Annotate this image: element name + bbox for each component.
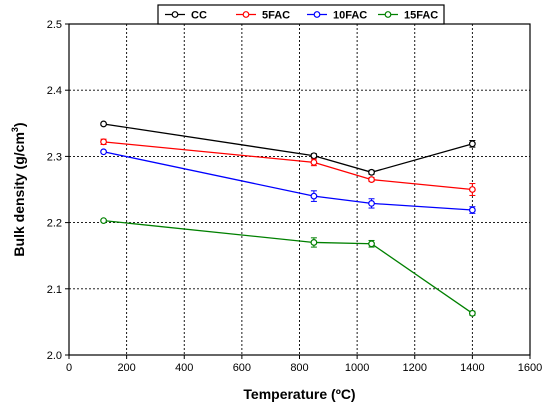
- x-tick-label: 1400: [460, 362, 484, 374]
- data-point: [310, 192, 318, 200]
- y-tick-label: 2.5: [47, 19, 62, 31]
- legend-entry-15fac: 15FAC: [378, 10, 438, 22]
- data-point: [368, 200, 375, 207]
- series-line: [103, 151, 473, 211]
- legend-label: 10FAC: [333, 10, 367, 22]
- y-axis-title: Bulk density (g/cm3): [10, 122, 27, 256]
- y-axis-title-close: ): [11, 122, 27, 127]
- x-tick-label: 200: [117, 362, 135, 374]
- legend-marker: [242, 11, 250, 18]
- legend-marker: [313, 11, 321, 18]
- data-point: [468, 186, 476, 193]
- data-point: [100, 138, 107, 146]
- x-tick-label: 400: [175, 362, 193, 374]
- y-axis-title-sup: 3: [10, 127, 20, 132]
- legend-label: 5FAC: [262, 10, 290, 22]
- legend-entry-5fac: 5FAC: [236, 10, 290, 22]
- legend-entry-cc: CC: [165, 10, 207, 22]
- data-point: [100, 217, 107, 225]
- data-point: [310, 239, 318, 246]
- data-point: [368, 176, 375, 183]
- data-point: [368, 168, 375, 176]
- data-point: [310, 152, 318, 160]
- x-tick-label: 800: [290, 362, 308, 374]
- data-point: [468, 140, 476, 148]
- series-line: [103, 141, 473, 191]
- x-tick-label: 1000: [345, 362, 369, 374]
- y-tick-label: 2.0: [47, 350, 62, 362]
- y-tick-label: 2.2: [47, 218, 62, 230]
- series-10fac: [100, 148, 476, 214]
- x-tick-label: 0: [66, 362, 72, 374]
- y-tick-label: 2.4: [47, 85, 62, 97]
- legend-label: 15FAC: [404, 10, 438, 22]
- legend-box: [157, 4, 445, 25]
- data-point: [468, 206, 476, 214]
- y-tick-label: 2.1: [47, 284, 62, 296]
- series-line: [103, 219, 473, 314]
- x-axis-title: Temperature (ºC): [243, 386, 355, 402]
- series-5fac: [100, 138, 476, 196]
- legend: CC 5FAC 10FAC 15FAC: [157, 4, 445, 25]
- y-tick-label: 2.3: [47, 151, 62, 163]
- data-point: [100, 148, 107, 156]
- data-point: [310, 158, 318, 166]
- series-cc: [100, 120, 476, 176]
- x-tick-label: 1200: [403, 362, 427, 374]
- data-point: [368, 240, 375, 248]
- legend-marker: [384, 11, 392, 18]
- series-line: [103, 123, 473, 173]
- series-15fac: [100, 217, 476, 317]
- series-layer: [100, 120, 476, 317]
- legend-marker: [171, 11, 179, 18]
- legend-entry-10fac: 10FAC: [307, 10, 367, 22]
- axes: 0 200 400 600 800 1000 1200 1400 1600 2.0 2.1 2.2 2.…: [47, 19, 543, 374]
- y-axis-title-main: Bulk density (g/cm: [11, 132, 27, 256]
- x-tick-label: 600: [233, 362, 251, 374]
- data-point: [100, 120, 107, 128]
- legend-label: CC: [191, 10, 207, 22]
- x-tick-label: 1600: [518, 362, 542, 374]
- data-point: [468, 309, 476, 317]
